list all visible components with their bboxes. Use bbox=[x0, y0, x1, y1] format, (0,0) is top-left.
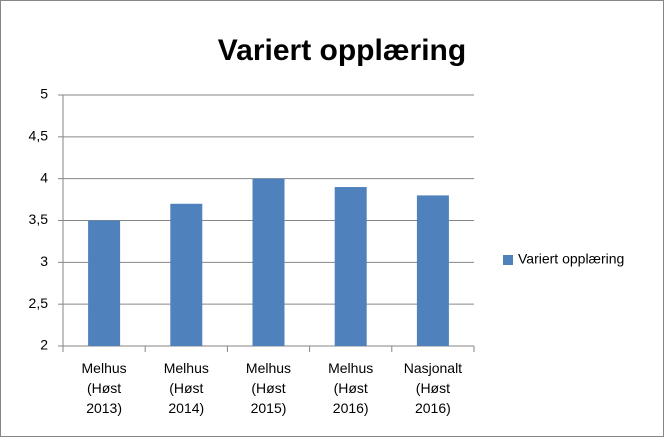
y-tick-label: 2 bbox=[40, 337, 48, 353]
bar bbox=[416, 195, 449, 346]
y-tick-label: 3 bbox=[40, 253, 48, 269]
bar bbox=[170, 203, 203, 346]
legend-swatch bbox=[503, 255, 513, 265]
y-tick-label: 4 bbox=[40, 169, 48, 185]
bar bbox=[252, 178, 285, 346]
y-tick-label: 2,5 bbox=[29, 295, 49, 311]
y-tick-label: 4,5 bbox=[29, 128, 49, 144]
x-tick-label: Melhus (Høst 2014) bbox=[163, 360, 209, 416]
x-tick-label: Nasjonalt (Høst 2016) bbox=[403, 360, 463, 416]
x-tick-label: Melhus (Høst 2015) bbox=[245, 360, 292, 416]
y-tick-label: 5 bbox=[40, 86, 48, 102]
legend-label: Variert opplæring bbox=[518, 251, 624, 267]
bar bbox=[334, 187, 367, 346]
y-tick-label: 3,5 bbox=[29, 211, 49, 227]
chart-title: Variert opplæring bbox=[218, 34, 466, 67]
x-tick-label: Melhus (Høst 2013) bbox=[81, 360, 127, 416]
x-tick-label: Melhus (Høst 2016) bbox=[328, 360, 374, 416]
bar bbox=[88, 220, 121, 346]
